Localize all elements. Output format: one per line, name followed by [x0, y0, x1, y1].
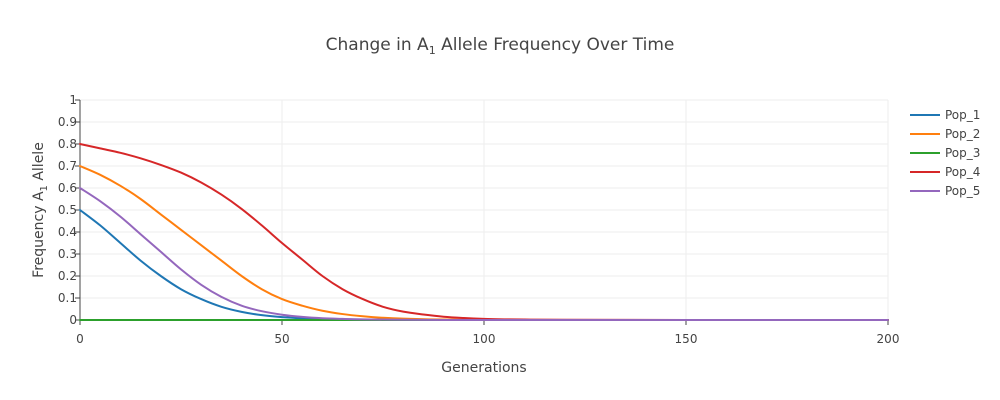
- y-tick-label: 0.9: [58, 115, 77, 129]
- y-tick-label: 1: [69, 93, 77, 107]
- x-tick-label: 0: [76, 332, 84, 346]
- x-tick-label: 150: [675, 332, 698, 346]
- y-tick-label: 0: [69, 313, 77, 327]
- y-tick-label: 0.1: [58, 291, 77, 305]
- grid-layer: [80, 99, 889, 320]
- axes-layer: 0 0.1 0.2 0.3 0.4 0.5 0.6 0.7 0.8 0.9 1 0 50 100 150 20…: [58, 93, 900, 346]
- y-tick-label: 0.3: [58, 247, 77, 261]
- series-line-pop_5: [79, 187, 889, 322]
- legend: Pop_1 Pop_2 Pop_3 Pop_4 Pop_5: [910, 108, 980, 198]
- legend-item-pop_3[interactable]: Pop_3: [910, 146, 980, 160]
- series-layer: [79, 143, 889, 322]
- y-tick-label: 0.5: [58, 203, 77, 217]
- x-tick-label: 50: [274, 332, 289, 346]
- y-tick-label: 0.8: [58, 137, 77, 151]
- y-axis-title: Frequency A1 Allele: [31, 142, 50, 278]
- legend-label: Pop_1: [945, 108, 980, 122]
- legend-item-pop_4[interactable]: Pop_4: [910, 165, 980, 179]
- chart-title: Change in A1 Allele Frequency Over Time: [326, 35, 675, 57]
- y-tick-label: 0.4: [58, 225, 77, 239]
- y-tick-label: 0.6: [58, 181, 77, 195]
- x-axis-title: Generations: [441, 360, 526, 376]
- x-tick-label: 100: [473, 332, 496, 346]
- x-tick-label: 200: [877, 332, 900, 346]
- legend-label: Pop_2: [945, 127, 980, 141]
- legend-item-pop_1[interactable]: Pop_1: [910, 108, 980, 122]
- legend-label: Pop_4: [945, 165, 980, 179]
- legend-item-pop_5[interactable]: Pop_5: [910, 184, 980, 198]
- legend-label: Pop_5: [945, 184, 980, 198]
- y-tick-label: 0.7: [58, 159, 77, 173]
- legend-label: Pop_3: [945, 146, 980, 160]
- legend-item-pop_2[interactable]: Pop_2: [910, 127, 980, 141]
- y-tick-label: 0.2: [58, 269, 77, 283]
